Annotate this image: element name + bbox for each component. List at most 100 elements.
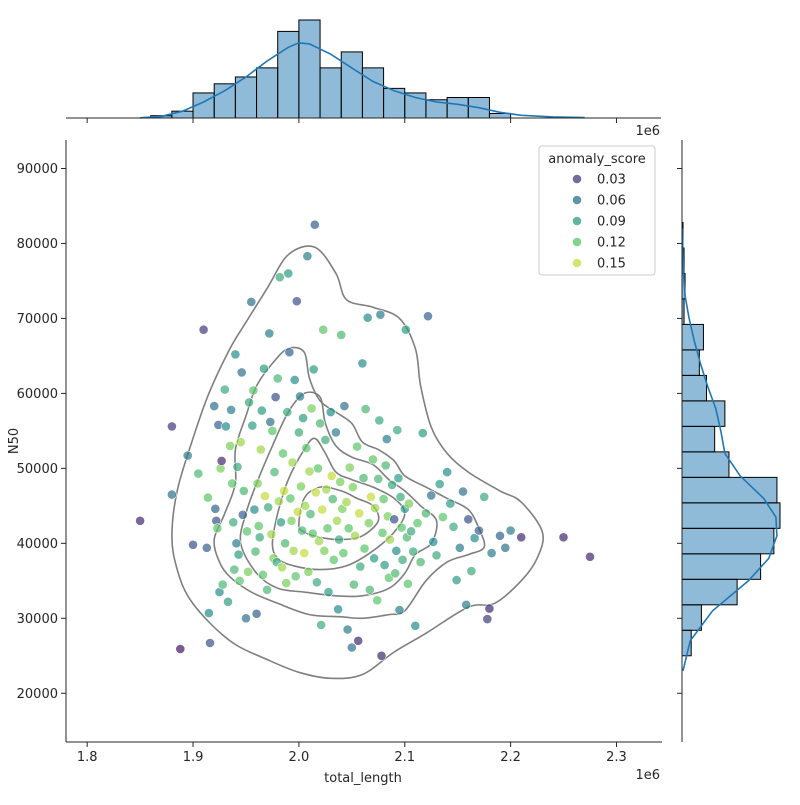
scatter-point bbox=[257, 569, 268, 580]
scatter-point bbox=[285, 493, 296, 504]
x-tick-label: 1.8 bbox=[77, 750, 98, 765]
scatter-point bbox=[267, 425, 278, 436]
scatter-point bbox=[317, 504, 328, 515]
scatter-point bbox=[288, 545, 299, 556]
top-marginal-histogram bbox=[66, 19, 661, 123]
scatter-point bbox=[263, 502, 274, 513]
scatter-point bbox=[368, 454, 378, 465]
scatter-point bbox=[236, 367, 247, 378]
scatter-point bbox=[310, 487, 321, 498]
top-histogram-bar bbox=[446, 96, 469, 119]
scatter-point bbox=[479, 491, 490, 502]
scatter-point bbox=[394, 605, 405, 615]
scatter-point bbox=[135, 515, 145, 526]
scatter-point bbox=[392, 425, 403, 435]
scatter-point bbox=[342, 624, 353, 635]
scatter-point bbox=[209, 401, 220, 411]
scatter-point bbox=[445, 498, 456, 509]
y-tick-label: 90000 bbox=[17, 162, 58, 177]
scatter-point bbox=[321, 484, 332, 495]
scatter-point bbox=[244, 397, 254, 408]
scatter-point bbox=[188, 539, 198, 550]
right-histogram-bar bbox=[681, 374, 707, 402]
scatter-point bbox=[469, 533, 480, 543]
y-tick-label: 40000 bbox=[17, 537, 58, 552]
scatter-point bbox=[217, 579, 228, 590]
scatter-point bbox=[339, 401, 350, 411]
scatter-point bbox=[347, 482, 358, 492]
scatter-point bbox=[302, 251, 313, 262]
scatter-point bbox=[369, 553, 379, 564]
scatter-point bbox=[234, 575, 245, 586]
scatter-point bbox=[442, 467, 452, 477]
x-axis-offset-label: 1e6 bbox=[635, 768, 660, 783]
scatter-point bbox=[260, 491, 270, 501]
scatter-point bbox=[380, 460, 391, 471]
top-histogram-bar bbox=[319, 67, 342, 119]
scatter-point bbox=[451, 575, 462, 585]
top-histogram-bar bbox=[256, 67, 279, 119]
scatter-point bbox=[463, 514, 474, 525]
scatter-point bbox=[202, 492, 213, 503]
scatter-point bbox=[242, 526, 252, 537]
scatter-point bbox=[311, 577, 322, 588]
scatter-point bbox=[500, 542, 511, 553]
scatter-point bbox=[306, 403, 317, 414]
legend-frame bbox=[538, 145, 656, 276]
scatter-point bbox=[358, 473, 369, 483]
scatter-point bbox=[280, 538, 290, 549]
scatter-point bbox=[375, 309, 386, 320]
top-histogram-bar bbox=[298, 19, 321, 119]
scatter-point bbox=[322, 523, 333, 534]
scatter-point bbox=[303, 566, 314, 577]
right-histogram-bar bbox=[681, 527, 775, 555]
scatter-point bbox=[397, 554, 408, 565]
scatter-point bbox=[341, 497, 352, 507]
scatter-point bbox=[423, 311, 433, 322]
scatter-point bbox=[505, 525, 516, 536]
right-histogram-bar bbox=[681, 553, 762, 580]
y-tick-label: 80000 bbox=[17, 237, 58, 252]
scatter-point bbox=[298, 413, 308, 423]
scatter-point bbox=[252, 478, 263, 489]
scatter-point bbox=[355, 561, 366, 572]
scatter-point bbox=[389, 514, 400, 525]
scatter-point bbox=[344, 462, 355, 473]
scatter-point bbox=[410, 620, 421, 631]
scatter-point bbox=[325, 407, 336, 417]
y-axis-label: N50 bbox=[7, 428, 22, 454]
scatter-point bbox=[482, 614, 493, 624]
scatter-point bbox=[400, 324, 411, 335]
scatter-point bbox=[381, 434, 392, 444]
scatter-point bbox=[365, 491, 376, 502]
scatter-point bbox=[279, 485, 289, 496]
scatter-point bbox=[277, 562, 287, 573]
legend-entry-label: 0.06 bbox=[597, 194, 626, 209]
scatter-point bbox=[282, 407, 293, 417]
scatter-point bbox=[330, 427, 341, 438]
scatter-point bbox=[313, 463, 323, 474]
scatter-point bbox=[297, 525, 307, 536]
scatter-point bbox=[362, 312, 373, 323]
scatter-point bbox=[428, 536, 439, 547]
right-histogram-bar bbox=[681, 400, 726, 427]
scatter-point bbox=[286, 515, 297, 526]
scatter-point bbox=[238, 485, 249, 496]
scatter-point bbox=[292, 506, 303, 517]
scatter-point bbox=[226, 404, 236, 415]
scatter-point bbox=[320, 434, 331, 445]
scatter-point bbox=[307, 528, 318, 539]
scatter-point bbox=[233, 549, 244, 560]
scatter-point bbox=[486, 548, 497, 558]
main-scatter-axes: 1.8 1.9 2.0 2.1 2.2 2.3 20000 30000 40000 50000 6… bbox=[7, 124, 662, 786]
y-tick-label: 30000 bbox=[17, 612, 58, 627]
top-histogram-bar bbox=[234, 76, 258, 119]
scatter-point bbox=[166, 489, 177, 500]
top-histogram-bars bbox=[150, 19, 512, 119]
scatter-point bbox=[404, 498, 414, 509]
top-histogram-bar bbox=[340, 51, 363, 119]
scatter-point bbox=[408, 546, 419, 557]
scatter-point bbox=[301, 443, 312, 453]
scatter-point bbox=[558, 532, 569, 543]
